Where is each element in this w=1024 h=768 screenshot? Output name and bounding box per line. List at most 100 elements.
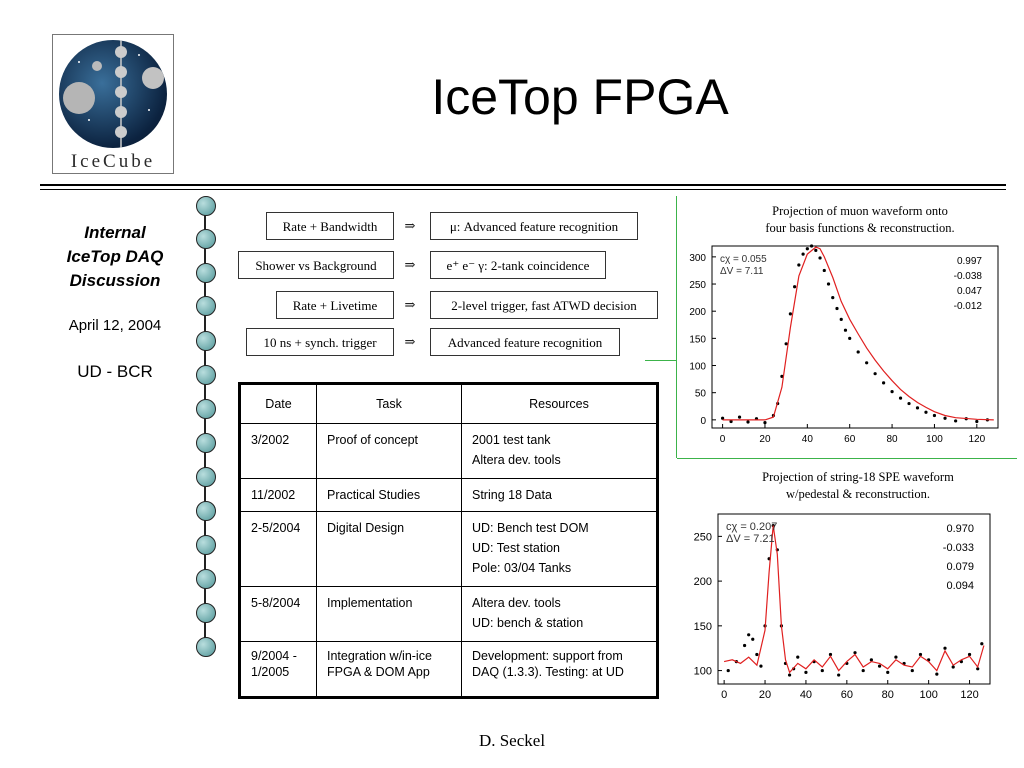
table-header-row: Date Task Resources (239, 383, 658, 424)
cell-task: Proof of concept (316, 423, 462, 479)
cell-task: Integration w/in-ice FPGA & DOM App (316, 641, 462, 698)
data-point (853, 651, 857, 655)
cell-resources: Development: support from DAQ (1.3.3). T… (461, 641, 658, 698)
dom-sphere (196, 263, 216, 283)
resource-line: Altera dev. tools (472, 596, 561, 610)
resource-line: String 18 Data (472, 488, 552, 502)
data-point (924, 410, 928, 414)
chart-spe-waveform: 0 20 40 60 80 100 120 100 150 200 250 cχ = 0.207ΔV … (694, 513, 991, 701)
data-point (861, 668, 865, 673)
cell-resources: UD: Bench test DOM UD: Test station Pole… (461, 511, 658, 587)
data-point (793, 285, 797, 289)
data-point (835, 306, 839, 311)
implies-arrow: ⇒ (404, 298, 416, 313)
y-tick-label: 250 (694, 531, 712, 543)
data-point (980, 642, 984, 646)
column-header-date: Date (239, 383, 317, 424)
x-tick-label: 0 (720, 434, 726, 445)
x-tick-label: 80 (882, 689, 894, 701)
x-tick-label: 60 (844, 434, 856, 445)
basis-coefficient: 0.094 (946, 580, 974, 592)
feature-right-box: e⁺ e⁻ γ: 2-tank coincidence (430, 251, 606, 279)
dom-sphere (196, 569, 216, 589)
feature-left-box: 10 ns + synch. trigger (246, 328, 394, 356)
x-tick-label: 80 (887, 434, 899, 445)
fit-annotation: ΔV = 7.11 (720, 266, 764, 277)
data-point (943, 416, 947, 420)
dom-string-cable (204, 205, 206, 650)
data-point (809, 244, 814, 248)
chart-spe-caption: Projection of string-18 SPE waveform w/p… (708, 469, 1008, 503)
dom-sphere (196, 501, 216, 521)
x-tick-label: 20 (759, 689, 771, 701)
data-point (759, 664, 763, 668)
data-point (755, 652, 759, 657)
table-row: 3/2002 Proof of concept 2001 test tank A… (239, 423, 658, 479)
feature-right-box: Advanced feature recognition (430, 328, 620, 356)
data-point (818, 256, 822, 260)
table-row: 11/2002 Practical Studies String 18 Data (239, 478, 658, 512)
data-point (801, 252, 805, 256)
feature-right-box: 2-level trigger, fast ATWD decision (430, 291, 658, 319)
implies-arrow: ⇒ (404, 335, 416, 350)
data-point (826, 282, 831, 286)
dom-sphere (196, 637, 216, 657)
dom-sphere (196, 296, 216, 316)
plot-frame (717, 513, 991, 685)
data-point (873, 372, 877, 376)
fit-annotation: cχ = 0.207 (726, 521, 777, 533)
cell-resources: 2001 test tank Altera dev. tools (461, 423, 658, 479)
chart-muon-caption: Projection of muon waveform onto four ba… (715, 203, 1005, 237)
data-point (837, 673, 841, 677)
x-tick-label: 100 (926, 434, 943, 445)
basis-coefficient: -0.012 (954, 301, 983, 312)
plot-frame (711, 245, 999, 429)
icecube-logo: IceCube (52, 34, 174, 174)
task-table: Date Task Resources 3/2002 Proof of conc… (238, 382, 659, 699)
dom-sphere (196, 535, 216, 555)
x-tick-label: 40 (800, 689, 812, 701)
author-footer: D. Seckel (478, 731, 546, 750)
feature-left-box: Rate + Bandwidth (266, 212, 394, 240)
x-tick-label: 120 (960, 689, 978, 701)
data-point (898, 396, 903, 400)
feature-left-box: Rate + Livetime (276, 291, 394, 319)
dom-sphere (196, 196, 216, 216)
data-point (886, 670, 890, 674)
panel-divider-short (645, 360, 677, 361)
data-point (918, 652, 923, 657)
basis-coefficient: 0.970 (946, 523, 974, 535)
data-point (726, 668, 730, 673)
y-tick-label: 150 (689, 334, 706, 345)
logo-wordmark: IceCube (70, 151, 156, 172)
resource-line: Development: support from DAQ (1.3.3). T… (472, 649, 624, 679)
cell-resources: String 18 Data (461, 478, 658, 512)
chart-muon-waveform: 0 20 40 60 80 100 120 0 50 100 150 200 250 300 cχ = 0.… (689, 244, 999, 445)
sidebar-title-line: Internal (84, 223, 146, 242)
chart-caption-line: Projection of muon waveform onto (772, 204, 948, 218)
data-point (843, 328, 848, 332)
data-point (856, 350, 860, 354)
x-tick-label: 100 (919, 689, 937, 701)
y-tick-label: 300 (689, 253, 706, 264)
data-point (797, 263, 801, 267)
x-tick-label: 60 (841, 689, 853, 701)
data-point (954, 419, 958, 423)
column-header-resources: Resources (461, 383, 658, 424)
data-point (882, 381, 886, 385)
data-point (784, 342, 788, 346)
data-point (742, 643, 747, 648)
sidebar-group: UD - BCR (77, 362, 153, 381)
table-row: 5-8/2004 Implementation Altera dev. tool… (239, 586, 658, 642)
y-tick-label: 200 (694, 576, 712, 588)
basis-coefficient: 0.997 (957, 256, 982, 267)
basis-coefficient: -0.033 (943, 542, 974, 554)
data-point (975, 419, 979, 424)
dom-sphere (196, 331, 216, 351)
reconstruction-line (723, 525, 985, 674)
sidebar-title-line: IceTop DAQ (66, 247, 164, 266)
data-point (910, 668, 914, 673)
cell-date: 2-5/2004 (239, 511, 317, 587)
data-point (822, 268, 826, 273)
resource-line: Altera dev. tools (472, 453, 561, 467)
